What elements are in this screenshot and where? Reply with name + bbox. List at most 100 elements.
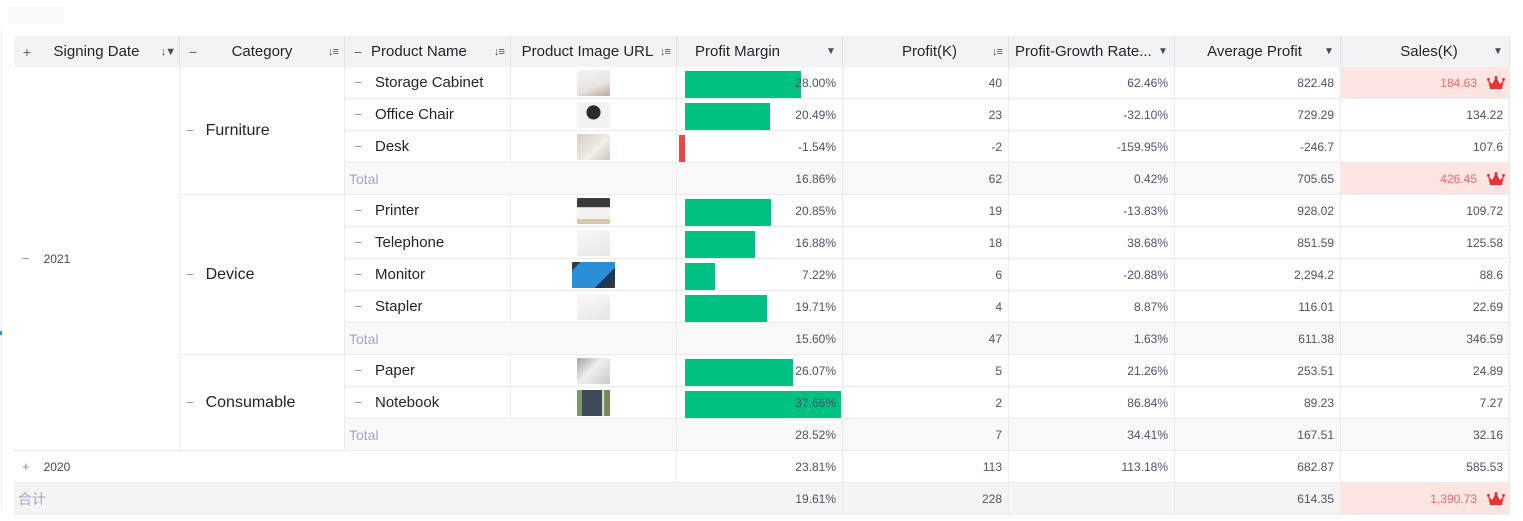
header-product-image-url[interactable]: Product Image URL ↓≡	[511, 36, 677, 67]
cell-profit-margin: 16.86%	[677, 163, 843, 195]
row-header-product[interactable]: − Office Chair	[345, 99, 511, 131]
cell-average-profit: 167.51	[1175, 419, 1341, 451]
collapse-icon[interactable]: −	[186, 267, 194, 282]
expand-all-icon[interactable]: +	[22, 43, 32, 60]
row-header-product[interactable]: − Desk	[345, 131, 511, 163]
header-label: Signing Date	[53, 43, 140, 60]
cell-product-image[interactable]	[511, 99, 677, 131]
header-average-profit[interactable]: Average Profit ▼	[1175, 36, 1341, 67]
collapse-icon[interactable]: −	[354, 235, 362, 250]
cell-product-image[interactable]	[511, 131, 677, 163]
cell-profit-margin: 28.00%	[677, 67, 843, 99]
header-label: Profit-Growth Rate...	[1015, 43, 1152, 60]
cell-average-profit: 614.35	[1175, 483, 1341, 515]
row-header-product[interactable]: − Storage Cabinet	[345, 67, 511, 99]
total-label: Total	[349, 330, 379, 347]
crown-icon	[1487, 75, 1505, 89]
profit-value: 23	[988, 107, 1002, 122]
expand-icon[interactable]: +	[22, 459, 30, 474]
collapse-icon[interactable]: −	[186, 123, 194, 138]
collapse-icon[interactable]: −	[353, 43, 363, 60]
collapse-icon[interactable]: −	[354, 395, 362, 410]
cell-profit-margin: 15.60%	[677, 323, 843, 355]
collapse-icon[interactable]: −	[354, 139, 362, 154]
header-profit-growth-rate[interactable]: Profit-Growth Rate... ▼	[1009, 36, 1175, 67]
header-product-name[interactable]: − Product Name ↓≡	[345, 36, 511, 67]
collapse-icon[interactable]: −	[354, 267, 362, 282]
cell-profit-growth-rate: 21.26%	[1009, 355, 1175, 387]
header-category[interactable]: − Category ↓≡	[180, 36, 345, 67]
row-header-product[interactable]: − Paper	[345, 355, 511, 387]
profit-margin-bar	[685, 199, 771, 226]
cell-profit-margin: 26.07%	[677, 355, 843, 387]
cell-profit: 4	[843, 291, 1009, 323]
growth-rate-value: -159.95%	[1116, 139, 1168, 154]
sort-filter-icon[interactable]: ↓▼	[160, 45, 176, 58]
row-header-product[interactable]: − Stapler	[345, 291, 511, 323]
cell-product-image[interactable]	[511, 227, 677, 259]
header-signing-date[interactable]: + Signing Date ↓▼	[14, 36, 180, 67]
sort-icon[interactable]: ↓≡	[992, 45, 1003, 58]
sort-icon[interactable]: ↓≡	[494, 45, 505, 58]
cell-product-image[interactable]	[511, 387, 677, 419]
row-header-year-2020[interactable]: +2020	[14, 451, 677, 483]
cell-sales: 109.72	[1341, 195, 1510, 227]
average-profit-value: 2,294.2	[1293, 267, 1334, 282]
sales-value: 88.6	[1479, 267, 1503, 282]
profit-margin-value: 16.86%	[795, 171, 836, 186]
cell-profit: 5	[843, 355, 1009, 387]
growth-rate-value: 0.42%	[1133, 171, 1168, 186]
collapse-icon[interactable]: −	[354, 107, 362, 122]
cell-sales: 426.45	[1341, 163, 1510, 195]
sort-icon[interactable]: ↓≡	[328, 45, 339, 58]
profit-value: -2	[991, 139, 1002, 154]
header-profit[interactable]: Profit(K) ↓≡	[843, 36, 1009, 67]
row-header-product[interactable]: − Monitor	[345, 259, 511, 291]
row-header-product[interactable]: − Notebook	[345, 387, 511, 419]
sales-value: 125.58	[1466, 235, 1503, 250]
dropdown-icon[interactable]: ▼	[1324, 46, 1334, 57]
sales-value: 134.22	[1466, 107, 1503, 122]
sales-value: 107.6	[1472, 139, 1503, 154]
cell-product-image[interactable]	[511, 291, 677, 323]
collapse-icon[interactable]: −	[22, 251, 30, 266]
collapse-icon[interactable]: −	[186, 395, 194, 410]
dropdown-icon[interactable]: ▼	[1158, 46, 1168, 57]
sales-value: 22.69	[1472, 299, 1503, 314]
scroll-indicator	[0, 331, 2, 335]
cell-profit-margin: 16.88%	[677, 227, 843, 259]
cell-average-profit: 928.02	[1175, 195, 1341, 227]
row-header-category[interactable]: − Device	[180, 195, 345, 355]
cell-product-image[interactable]	[511, 259, 677, 291]
cell-profit-growth-rate: 113.18%	[1009, 451, 1175, 483]
collapse-icon[interactable]: −	[354, 299, 362, 314]
cell-sales: 22.69	[1341, 291, 1510, 323]
telephone-thumbnail	[577, 229, 610, 256]
dropdown-icon[interactable]: ▼	[826, 46, 836, 57]
cell-product-image[interactable]	[511, 67, 677, 99]
cell-profit-growth-rate: 34.41%	[1009, 419, 1175, 451]
cell-profit-margin: 19.61%	[677, 483, 843, 515]
sales-value: 346.59	[1466, 331, 1503, 346]
row-header-product[interactable]: − Printer	[345, 195, 511, 227]
collapse-icon[interactable]: −	[354, 363, 362, 378]
row-header-year[interactable]: −2021	[14, 67, 180, 451]
header-profit-margin[interactable]: Profit Margin ▼	[677, 36, 843, 67]
cell-product-image[interactable]	[511, 195, 677, 227]
profit-margin-value: -1.54%	[797, 139, 836, 154]
dropdown-icon[interactable]: ▼	[1493, 46, 1503, 57]
collapse-icon[interactable]: −	[354, 203, 362, 218]
cell-product-image[interactable]	[511, 355, 677, 387]
growth-rate-value: 86.84%	[1127, 395, 1168, 410]
row-header-category[interactable]: − Consumable	[180, 355, 345, 451]
sort-icon[interactable]: ↓≡	[660, 45, 671, 58]
row-header-product[interactable]: − Telephone	[345, 227, 511, 259]
product-name: Paper	[375, 362, 416, 379]
cell-profit: 113	[843, 451, 1009, 483]
collapse-icon[interactable]: −	[188, 43, 198, 60]
row-header-category[interactable]: − Furniture	[180, 67, 345, 195]
total-label: Total	[349, 426, 379, 443]
profit-value: 113	[982, 459, 1002, 474]
header-sales[interactable]: Sales(K) ▼	[1341, 36, 1510, 67]
collapse-icon[interactable]: −	[354, 75, 362, 90]
